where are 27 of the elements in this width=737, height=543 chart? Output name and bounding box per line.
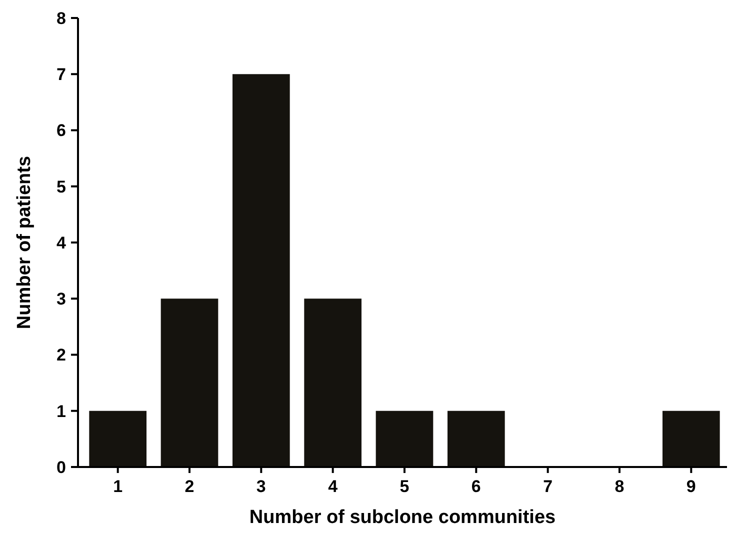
x-tick-label: 1 bbox=[113, 477, 123, 496]
y-axis-title: Number of patients bbox=[14, 156, 35, 330]
y-tick-label: 0 bbox=[56, 458, 66, 477]
x-tick-label: 8 bbox=[614, 477, 624, 496]
bar bbox=[448, 410, 505, 467]
y-tick-label: 8 bbox=[56, 8, 66, 28]
bar bbox=[662, 410, 720, 467]
x-tick-label: 2 bbox=[184, 477, 194, 496]
x-tick-label: 7 bbox=[543, 477, 553, 496]
bar bbox=[160, 298, 218, 467]
x-axis-title: Number of subclone communities bbox=[249, 507, 556, 528]
y-tick-label: 7 bbox=[56, 65, 66, 84]
bar bbox=[232, 74, 290, 467]
x-tick-label: 4 bbox=[328, 477, 338, 496]
y-tick-label: 1 bbox=[56, 402, 66, 421]
x-tick-label: 5 bbox=[400, 477, 410, 496]
x-tick-label: 6 bbox=[471, 477, 481, 496]
y-tick-label: 4 bbox=[56, 233, 67, 252]
y-tick-label: 3 bbox=[56, 290, 66, 309]
y-tick-label: 6 bbox=[56, 121, 66, 140]
y-tick-label: 2 bbox=[56, 346, 66, 365]
bar bbox=[89, 410, 146, 467]
y-tick-label: 5 bbox=[56, 177, 66, 196]
bar bbox=[304, 298, 362, 467]
bar bbox=[376, 410, 434, 467]
x-tick-label: 3 bbox=[256, 477, 266, 496]
x-tick-label: 9 bbox=[686, 477, 696, 496]
